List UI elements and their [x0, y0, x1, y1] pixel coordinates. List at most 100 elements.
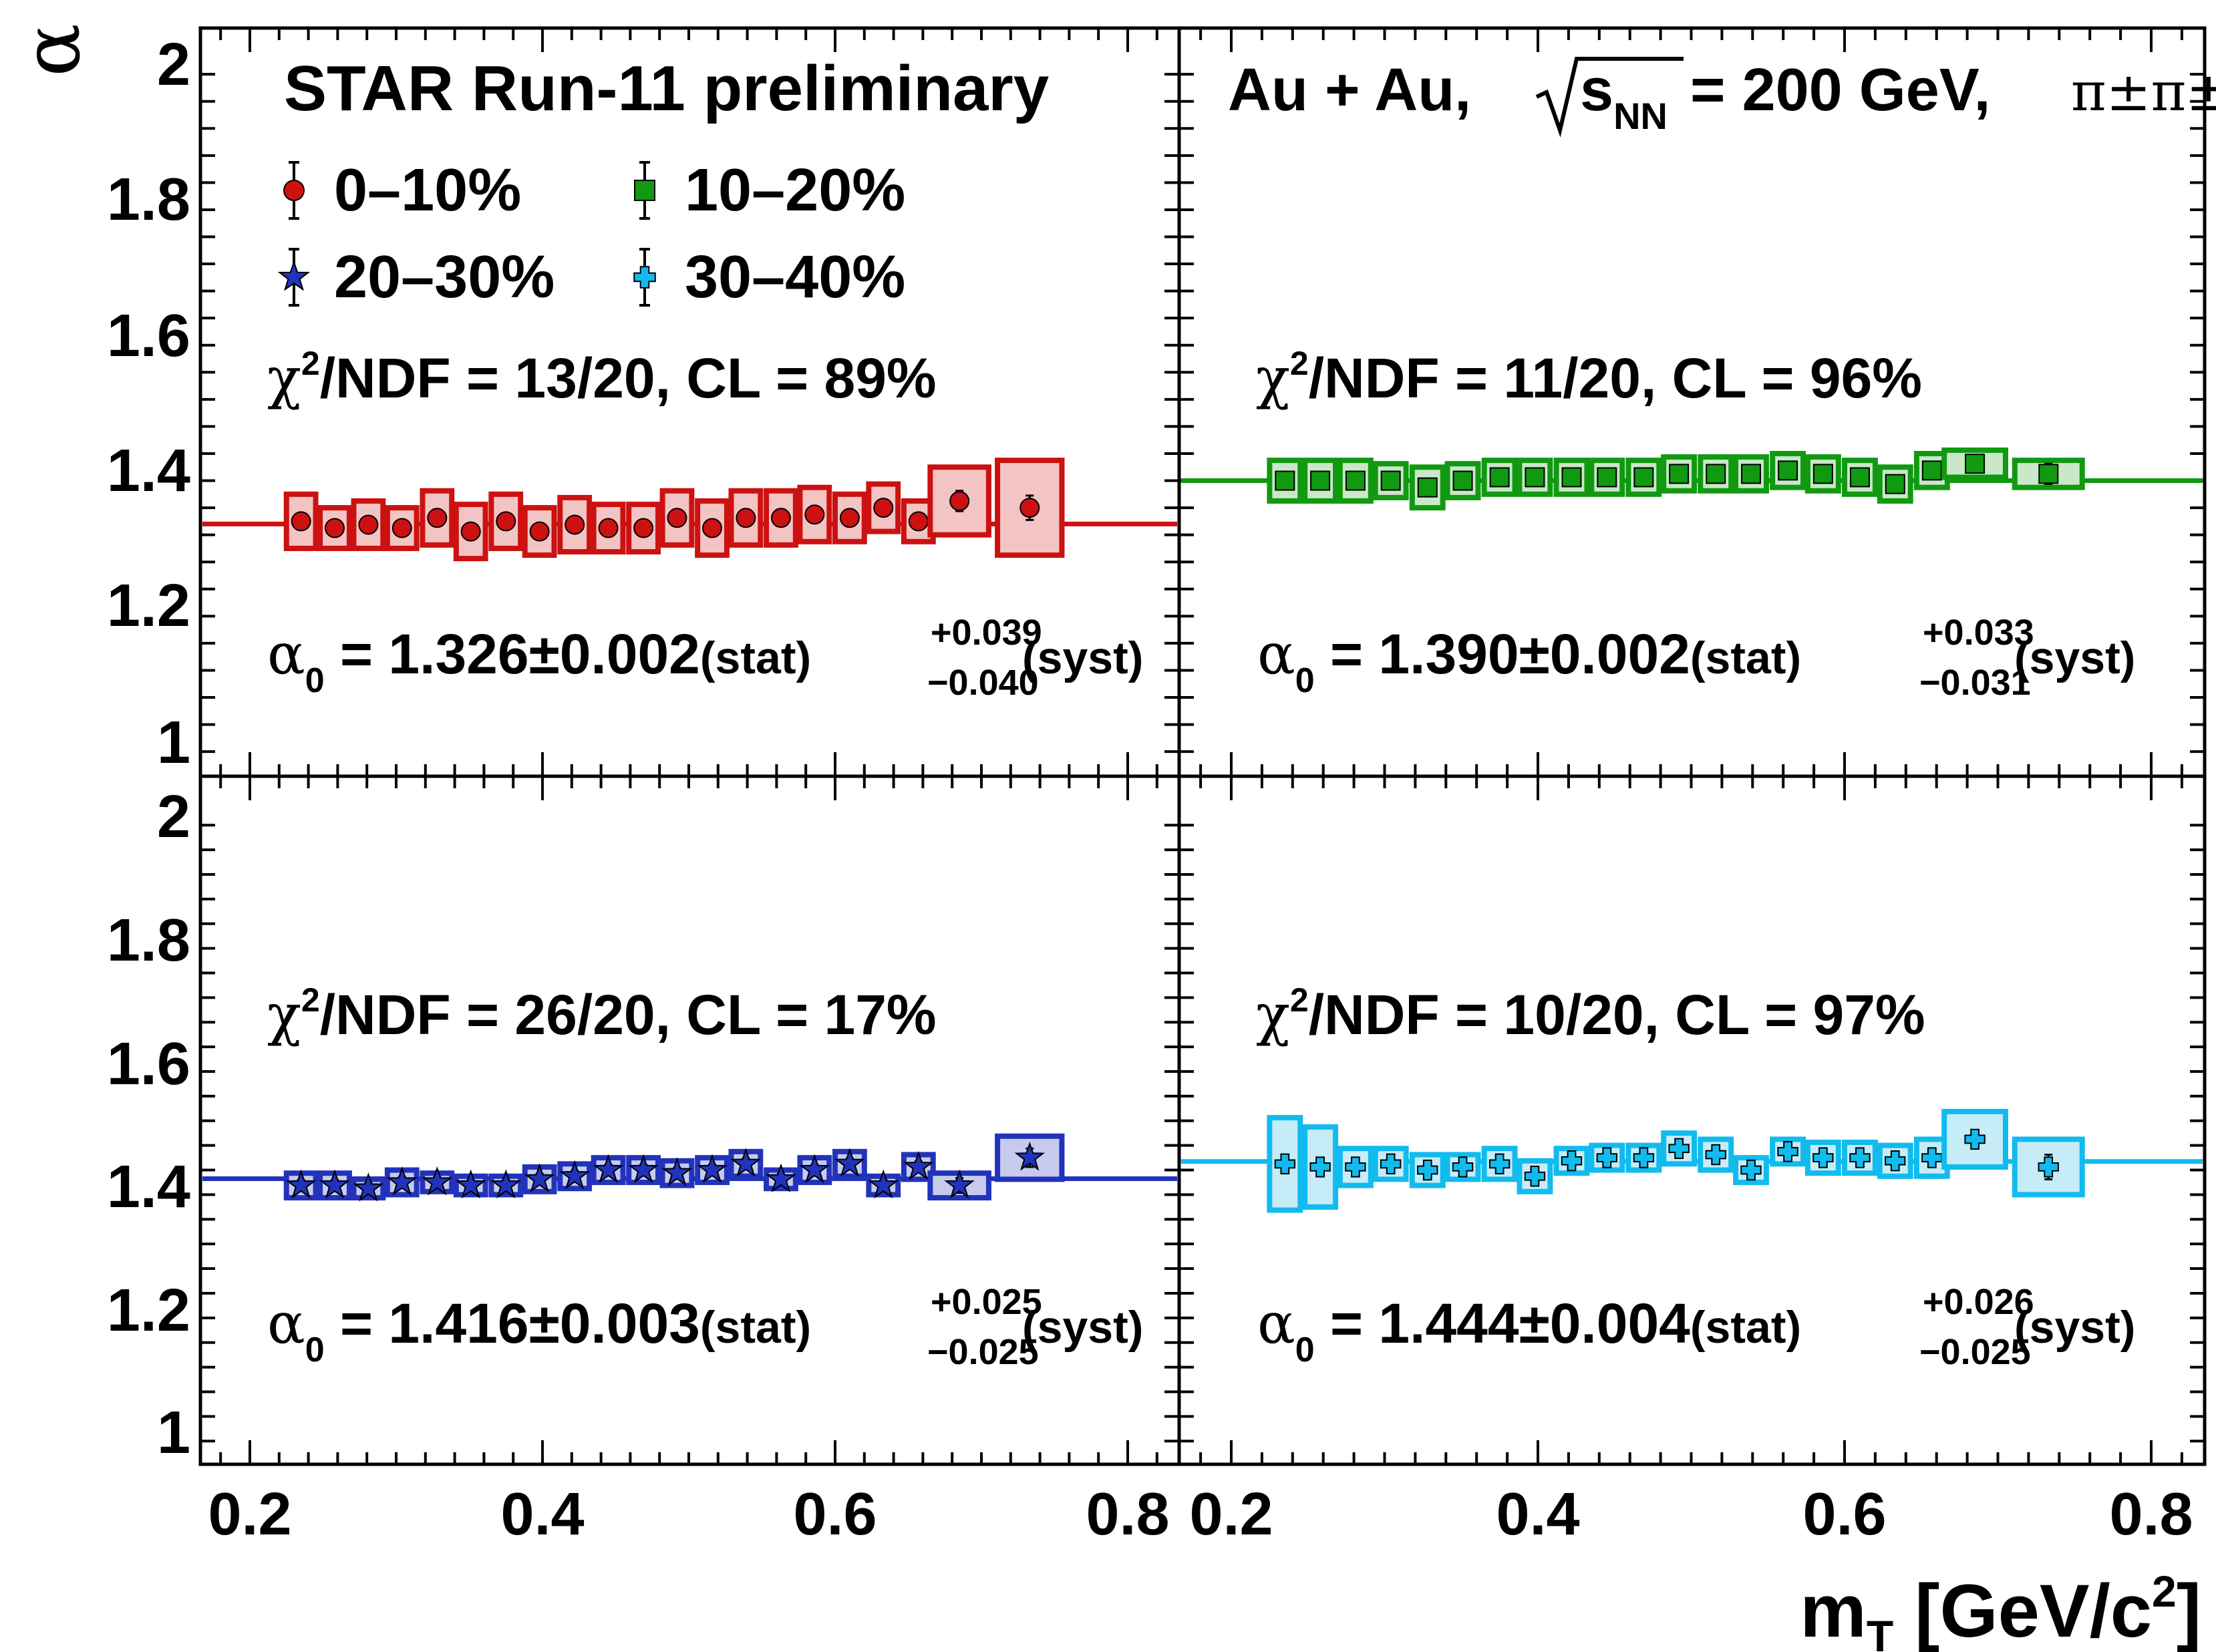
chi2-symbol: χ [267, 982, 301, 1047]
marker-circle [804, 504, 825, 525]
chi2-symbol: χ [1256, 345, 1290, 411]
marker-square [1849, 467, 1870, 488]
y-tick-label: 1.2 [107, 1277, 190, 1344]
marker-circle [496, 511, 516, 532]
chi2-value: /NDF = 26/20, CL = 17% [320, 983, 937, 1046]
marker-cross [633, 266, 656, 289]
legend: 0–10% 10–20% 20–30% 30–40% [277, 157, 905, 311]
chi2-text-1: χ2/NDF = 11/20, CL = 96% [1256, 345, 1922, 411]
marker-square [1345, 470, 1366, 491]
marker-square [1489, 467, 1510, 488]
x-tick-label: 0.4 [1496, 1481, 1579, 1548]
sqrt-symbol [1535, 57, 1684, 138]
legend-label: 0–10% [334, 157, 521, 224]
header-left: STAR Run-11 preliminary [284, 53, 1049, 124]
alpha0-main: = 1.444±0.004 [1315, 1292, 1691, 1355]
chi2-text-3: χ2/NDF = 10/20, CL = 97% [1256, 981, 1925, 1047]
y-tick-labels-bottom: 1 1.2 1.4 1.6 1.8 2 [107, 784, 190, 1466]
marker-cross [1452, 1156, 1474, 1178]
marker-cross [1309, 1156, 1331, 1178]
chi2-value: /NDF = 11/20, CL = 96% [1309, 347, 1922, 409]
header-right-s-text: sNN [1580, 57, 1668, 137]
marker-square [1310, 470, 1331, 491]
marker-square [1525, 467, 1545, 488]
marker-circle [667, 508, 687, 528]
legend-entry-30-40: 30–40% [633, 244, 905, 311]
marker-square [634, 180, 655, 201]
marker-cross [1705, 1144, 1726, 1166]
marker-circle [633, 518, 654, 538]
syst-box [1770, 450, 1806, 490]
marker-cross [1380, 1153, 1402, 1175]
y-tick-label: 1.8 [107, 907, 190, 974]
alpha0-text-1: α0 = 1.390±0.002(stat) [1257, 621, 1801, 700]
alpha0-symbol: α [1257, 1291, 1295, 1356]
marker-square [1380, 470, 1401, 491]
x-axis-title-unit: [GeV/c [1915, 1569, 2152, 1652]
marker-cross [1777, 1141, 1798, 1162]
x-tick-label: 0.2 [1189, 1481, 1273, 1548]
marker-star [834, 1148, 865, 1177]
marker-cross [1633, 1147, 1655, 1168]
marker-cross [1274, 1153, 1296, 1175]
marker-star [868, 1169, 899, 1199]
marker-star [1014, 1142, 1046, 1171]
y-tick-label: 1.6 [107, 1031, 190, 1098]
marker-star [697, 1154, 728, 1183]
series-1 [1181, 447, 2203, 511]
marker-square [1778, 460, 1798, 481]
alpha0-syst-1: (syst) [2014, 633, 2135, 683]
alpha0-symbol: α [1257, 621, 1295, 687]
legend-entry-10-20: 10–20% [634, 157, 905, 224]
alpha0-down-3: −0.025 [1919, 1332, 2031, 1372]
marker-square [1633, 467, 1654, 488]
chi2-text-2: χ2/NDF = 26/20, CL = 17% [267, 981, 937, 1047]
y-axis-title: α [5, 23, 98, 77]
alpha0-main: = 1.326±0.002 [325, 623, 700, 685]
chi2-value: /NDF = 10/20, CL = 97% [1309, 983, 1925, 1046]
marker-square [1812, 464, 1833, 484]
marker-square [1452, 470, 1473, 491]
marker-cross [1417, 1159, 1438, 1181]
alpha0-sub: 0 [1295, 661, 1315, 700]
marker-cross [2038, 1156, 2059, 1178]
header-right: Au + Au, sNN = 200 GeV, π±π± [1228, 57, 2216, 138]
marker-star [944, 1169, 975, 1199]
alpha0-down-1: −0.031 [1919, 663, 2031, 703]
marker-cross [1668, 1138, 1690, 1159]
marker-circle [702, 518, 723, 538]
marker-cross [1488, 1153, 1511, 1175]
panel-frame-bottom-right [1177, 774, 2207, 1466]
series-2 [202, 1133, 1177, 1202]
legend-marker-square [634, 161, 655, 220]
header-right-prefix: Au + Au, [1228, 57, 1471, 124]
marker-square [1965, 454, 1986, 474]
marker-circle [427, 508, 448, 528]
legend-label: 20–30% [334, 244, 555, 311]
marker-square [1669, 464, 1690, 484]
alpha0-text-3: α0 = 1.444±0.004(stat) [1257, 1291, 1801, 1369]
marker-cross [1849, 1147, 1871, 1168]
marker-circle [358, 514, 379, 535]
legend-marker-circle [283, 161, 305, 220]
x-tick-label: 0.2 [208, 1481, 291, 1548]
marker-circle [565, 514, 585, 535]
alpha0-text-0: α0 = 1.326±0.002(stat) [267, 621, 811, 700]
alpha0-up-0: +0.039 [931, 613, 1042, 653]
marker-star [524, 1163, 555, 1192]
syst-box [557, 1161, 593, 1192]
alpha0-stat: (stat) [1690, 1302, 1801, 1353]
alpha0-up-2: +0.025 [931, 1282, 1042, 1322]
alpha0-syst-0: (syst) [1022, 633, 1143, 683]
alpha0-symbol: α [267, 621, 305, 687]
marker-cross [1596, 1147, 1617, 1168]
axis-ticks [200, 28, 2205, 1464]
x-tick-label: 0.4 [500, 1481, 584, 1548]
marker-star [730, 1148, 762, 1177]
marker-cross [1964, 1128, 1986, 1150]
alpha0-syst-2: (syst) [1022, 1302, 1143, 1353]
marker-star [593, 1154, 624, 1183]
header-right-s: s [1580, 57, 1613, 124]
marker-circle [598, 518, 619, 538]
header-right-suffix: = 200 GeV, [1690, 57, 1991, 124]
